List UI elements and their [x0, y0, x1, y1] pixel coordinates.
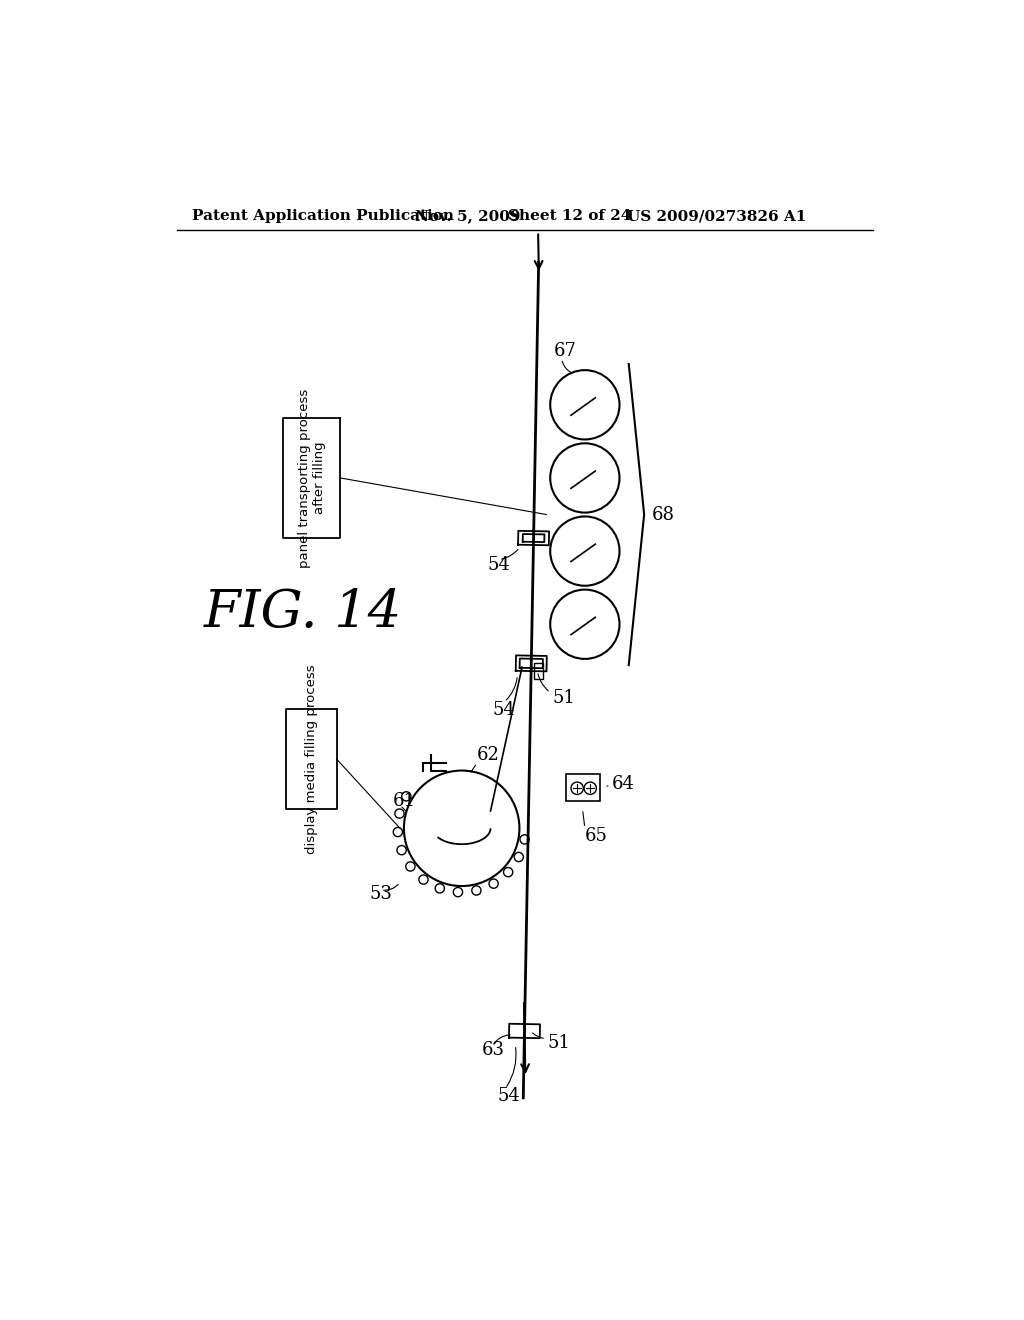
Text: 63: 63 — [482, 1041, 505, 1059]
Text: 61: 61 — [392, 792, 416, 810]
Text: 68: 68 — [652, 506, 675, 524]
Text: 51: 51 — [548, 1034, 570, 1052]
Text: Sheet 12 of 24: Sheet 12 of 24 — [508, 209, 631, 223]
Text: 54: 54 — [498, 1088, 520, 1105]
Text: Patent Application Publication: Patent Application Publication — [193, 209, 455, 223]
Bar — [565, 775, 600, 801]
Text: 54: 54 — [487, 556, 510, 574]
Text: FIG. 14: FIG. 14 — [204, 587, 402, 638]
Text: 65: 65 — [585, 828, 607, 845]
Bar — [534, 664, 543, 678]
Text: 62: 62 — [477, 746, 500, 764]
Text: display media filling process: display media filling process — [305, 664, 318, 854]
Text: 51: 51 — [553, 689, 575, 708]
Text: 54: 54 — [493, 701, 515, 718]
Text: Nov. 5, 2009: Nov. 5, 2009 — [416, 209, 521, 223]
Text: panel transporting process
after filling: panel transporting process after filling — [298, 388, 326, 568]
Text: 53: 53 — [370, 884, 392, 903]
Text: US 2009/0273826 A1: US 2009/0273826 A1 — [628, 209, 807, 223]
Text: 64: 64 — [611, 775, 635, 792]
Text: 67: 67 — [554, 342, 577, 360]
